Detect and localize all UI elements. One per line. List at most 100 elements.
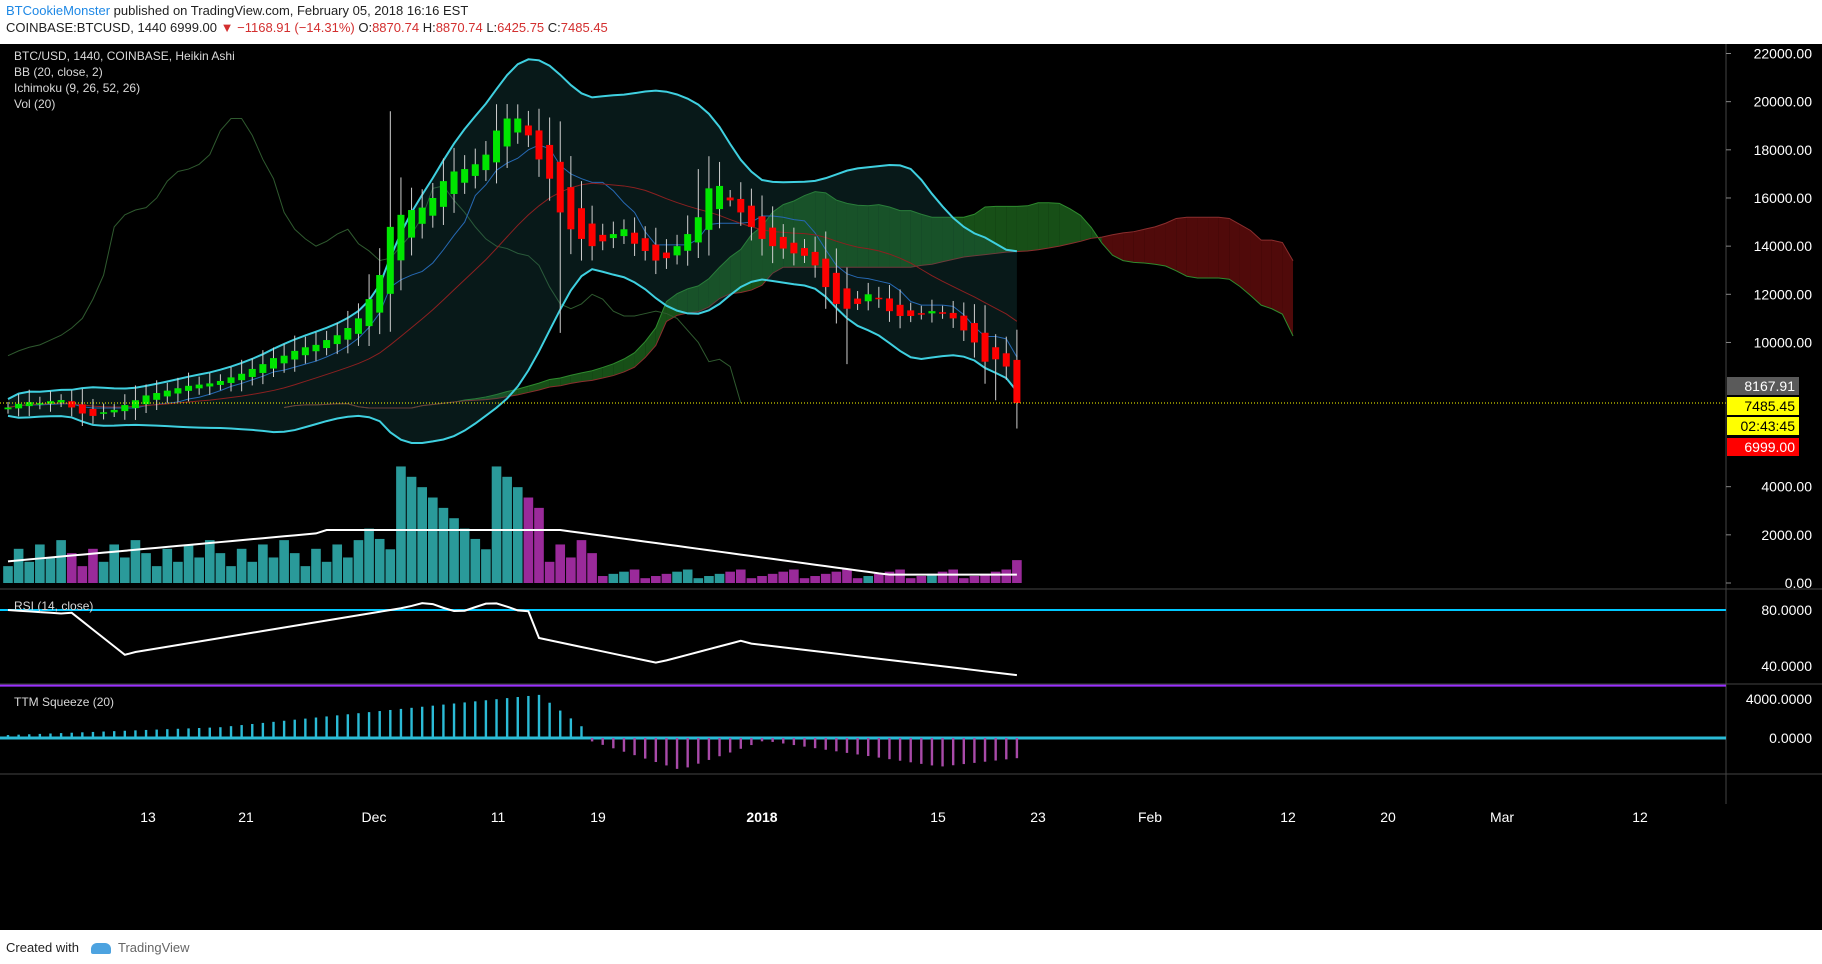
ttm-bar bbox=[357, 713, 360, 738]
ttm-bar bbox=[304, 718, 307, 738]
volume-bar bbox=[481, 549, 491, 583]
candle-body bbox=[907, 310, 915, 316]
volume-bar bbox=[88, 548, 98, 583]
volume-bar bbox=[576, 540, 587, 583]
ttm-bar bbox=[707, 738, 711, 760]
ttm-bar bbox=[835, 738, 838, 752]
volume-bar bbox=[343, 557, 353, 583]
legend: BTC/USD, 1440, COINBASE, Heikin Ashi BB … bbox=[14, 49, 235, 709]
ttm-bar bbox=[293, 719, 296, 738]
volume-bar bbox=[937, 571, 948, 583]
close-tag-text: 7485.45 bbox=[1744, 398, 1795, 414]
ttm-bar bbox=[102, 731, 105, 738]
down-arrow-icon: ▼ bbox=[220, 20, 234, 35]
candle-body bbox=[110, 409, 118, 413]
candle-body bbox=[1002, 353, 1010, 367]
cloud-segment bbox=[1123, 231, 1134, 263]
candle-body bbox=[131, 400, 139, 409]
ttm-bar bbox=[166, 729, 169, 738]
candle-body bbox=[418, 207, 426, 224]
cloud-segment bbox=[1197, 217, 1209, 279]
volume-bar bbox=[1001, 569, 1012, 583]
candles bbox=[0, 104, 1726, 429]
ttm-bar bbox=[28, 734, 31, 738]
ttm-bar bbox=[38, 733, 42, 738]
time-axis-label: 23 bbox=[1030, 809, 1046, 825]
ttm-bar bbox=[155, 729, 158, 738]
cloud-segment bbox=[719, 256, 731, 299]
candle-body bbox=[291, 350, 299, 360]
cloud-segment bbox=[1218, 217, 1230, 280]
cloud-segment bbox=[751, 226, 763, 291]
cloud-segment bbox=[1176, 217, 1187, 277]
chikou-span bbox=[7, 118, 742, 404]
candle-body bbox=[524, 125, 532, 136]
volume-bar bbox=[300, 566, 311, 583]
rsi-axis-label: 80.0000 bbox=[1761, 602, 1812, 618]
ttm-bar bbox=[983, 738, 987, 762]
chart-background bbox=[0, 44, 1822, 930]
author-link[interactable]: BTCookieMonster bbox=[6, 3, 111, 18]
bollinger-bands bbox=[7, 58, 1018, 444]
low-value: 6425.75 bbox=[497, 20, 545, 35]
volume-bar bbox=[215, 553, 226, 583]
ttm-bar bbox=[484, 700, 488, 738]
volume-bar bbox=[226, 566, 236, 583]
ttm-bar bbox=[537, 694, 541, 738]
ttm-bar bbox=[612, 738, 615, 749]
ttm-bar bbox=[718, 738, 721, 757]
chart-canvas[interactable]: 22000.00 20000.00 18000.00 16000.00 14000.00… bbox=[0, 44, 1822, 930]
ttm-bar bbox=[675, 738, 679, 769]
candle-body bbox=[514, 118, 522, 133]
ttm-bar bbox=[410, 707, 413, 738]
volume-bar bbox=[35, 544, 45, 583]
rsi-axis-label: 40.0000 bbox=[1761, 658, 1812, 674]
tradingview-brand[interactable]: TradingView bbox=[118, 940, 190, 955]
volume-bar bbox=[98, 561, 109, 583]
volume-bar bbox=[66, 553, 77, 583]
publish-header: BTCookieMonster published on TradingView… bbox=[0, 0, 1822, 44]
countdown-tag-text: 02:43:45 bbox=[1741, 418, 1796, 434]
candle-body bbox=[694, 217, 702, 243]
cloud-segment bbox=[1144, 226, 1155, 265]
candle-body bbox=[344, 328, 352, 340]
quote-line: COINBASE:BTCUSD, 1440 6999.00 ▼ −1168.91… bbox=[6, 20, 608, 35]
bollinger-fill bbox=[8, 59, 1017, 443]
candle-body bbox=[620, 229, 628, 237]
volume-bar bbox=[884, 571, 895, 583]
ttm-bar bbox=[622, 738, 626, 752]
cloud-segment bbox=[581, 370, 593, 382]
cloud-segment bbox=[687, 285, 699, 313]
ttm-bar bbox=[367, 712, 371, 738]
ttm-bar bbox=[580, 726, 583, 738]
grid bbox=[0, 44, 1822, 804]
legend-symbol: BTC/USD, 1440, COINBASE, Heikin Ashi bbox=[14, 49, 235, 63]
price-change: −1168.91 (−14.31%) bbox=[237, 20, 355, 35]
volume-bar bbox=[831, 571, 842, 583]
cloud-segment bbox=[1133, 229, 1145, 263]
cloud-segment bbox=[1112, 232, 1124, 261]
candle-body bbox=[652, 244, 660, 261]
cloud-segment bbox=[1080, 215, 1092, 242]
ttm-bar bbox=[877, 738, 881, 758]
time-axis-label: 12 bbox=[1632, 809, 1648, 825]
candle-body bbox=[747, 205, 755, 227]
ttm-bar bbox=[909, 738, 912, 763]
ttm-bar bbox=[686, 738, 689, 768]
volume-bar bbox=[77, 566, 88, 583]
ttm-bar bbox=[792, 738, 796, 746]
ttm-bar bbox=[665, 738, 668, 766]
candle-body bbox=[78, 404, 86, 414]
candle-body bbox=[153, 393, 161, 400]
bollinger-basis bbox=[7, 182, 1018, 408]
volume-bar bbox=[958, 578, 969, 583]
cloud-segment bbox=[602, 363, 614, 378]
price-axis-label: 12000.00 bbox=[1754, 286, 1813, 302]
legend-rsi: RSI (14, close) bbox=[14, 599, 93, 613]
candle-body bbox=[535, 130, 543, 160]
candle-body bbox=[439, 181, 447, 207]
price-axis-label: 2000.00 bbox=[1761, 527, 1812, 543]
volume-bar bbox=[523, 497, 534, 583]
candle-body bbox=[673, 246, 681, 256]
volume-bar bbox=[980, 573, 990, 583]
